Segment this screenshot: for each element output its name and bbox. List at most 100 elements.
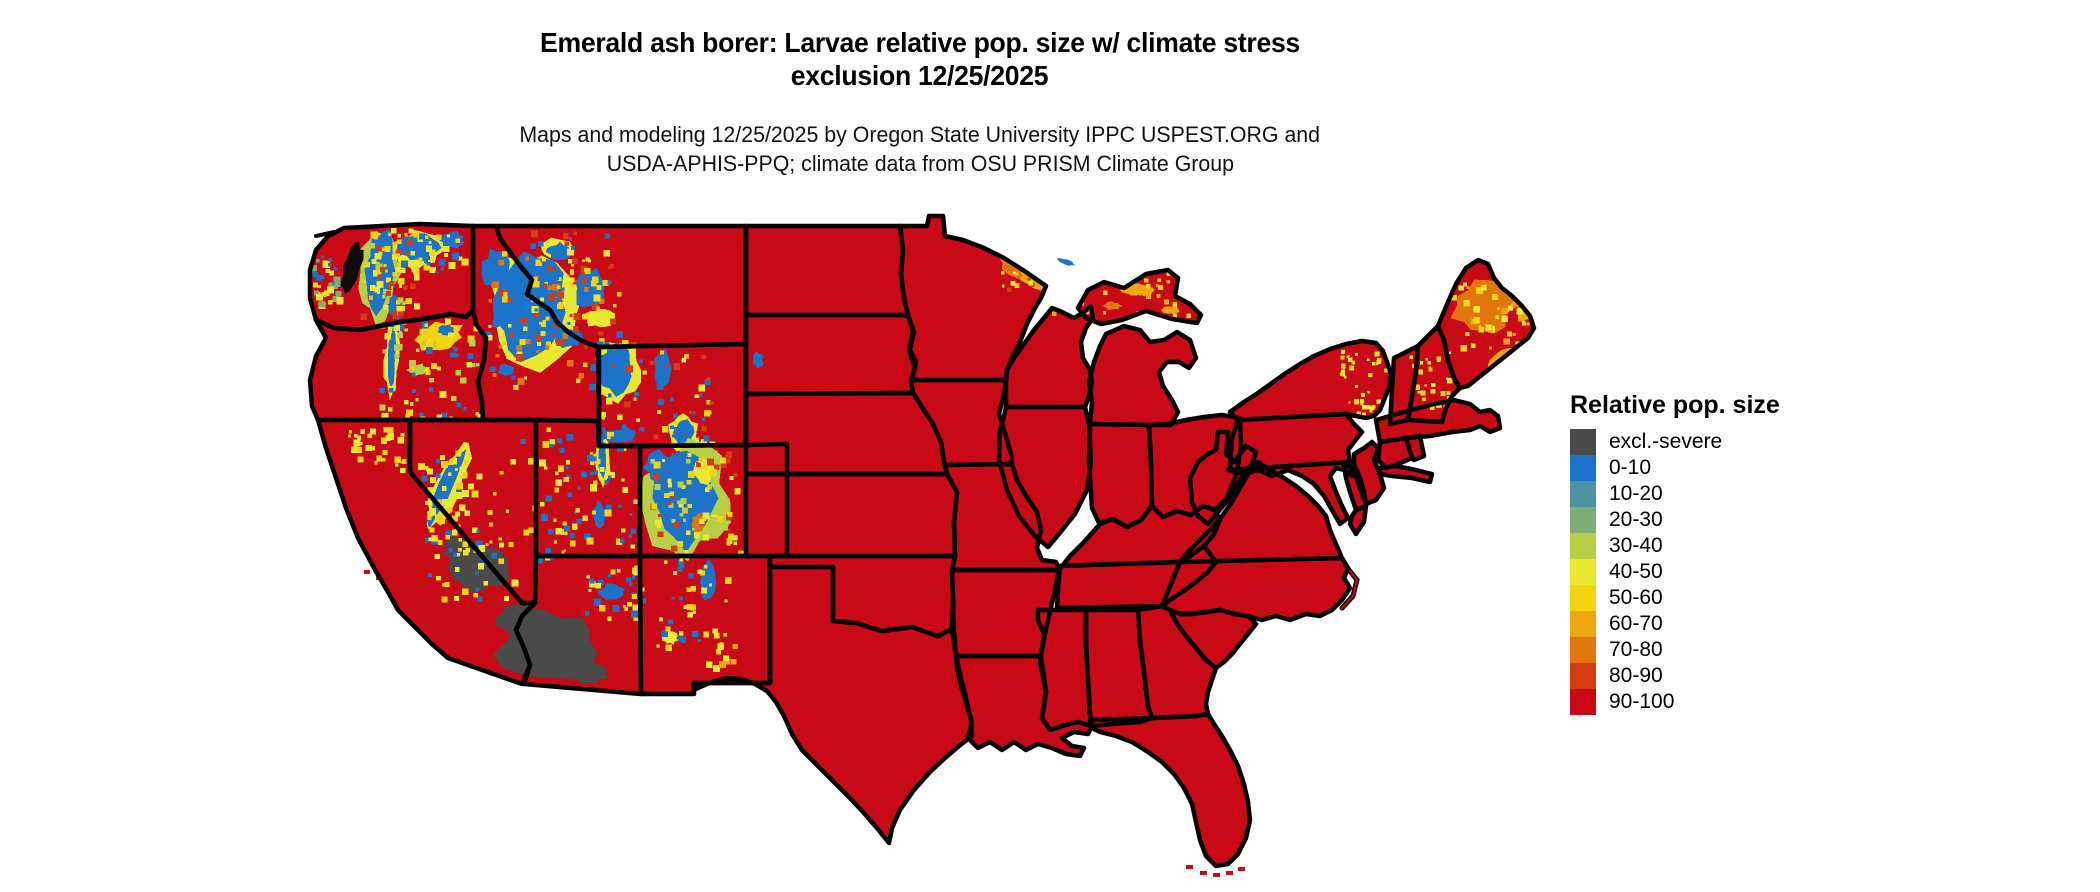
map-speckle <box>604 233 610 239</box>
map-speckle <box>492 373 497 378</box>
legend-title: Relative pop. size <box>1570 391 1780 419</box>
map-speckle <box>699 393 703 397</box>
map-speckle <box>1492 293 1498 300</box>
state-north-dakota <box>746 226 908 315</box>
map-speckle <box>438 516 445 524</box>
map-speckle <box>569 313 573 317</box>
map-speckle <box>709 583 713 587</box>
state-minnesota <box>900 216 1046 380</box>
map-speckle <box>582 278 587 284</box>
map-speckle <box>1360 402 1364 406</box>
map-speckle <box>509 332 514 338</box>
legend-rows: excl.-severe 0-10 10-20 20-30 30-40 40-50 50-6… <box>1570 429 1780 715</box>
map-speckle <box>1483 284 1487 288</box>
map-speckle <box>546 427 552 433</box>
map-speckle <box>1522 312 1530 320</box>
map-speckle <box>557 465 565 473</box>
map-speckle <box>454 329 458 333</box>
map-speckle <box>321 292 325 296</box>
map-speckle <box>608 471 615 479</box>
map-speckle <box>1521 321 1526 326</box>
map-speckle <box>542 268 547 273</box>
map-speckle <box>699 533 707 541</box>
legend-item-40-50: 40-50 <box>1570 559 1780 585</box>
map-speckle <box>393 324 400 331</box>
map-speckle <box>397 297 404 304</box>
map-speckle <box>655 519 662 526</box>
map-speckle <box>379 387 386 394</box>
map-speckle <box>607 616 612 621</box>
state-border-florida <box>1087 711 1253 869</box>
florida-key <box>1238 867 1245 871</box>
map-speckle <box>492 281 500 289</box>
map-speckle <box>626 577 632 583</box>
map-speckle <box>448 261 456 269</box>
map-speckle <box>551 344 559 351</box>
map-speckle <box>533 277 538 282</box>
map-speckle <box>1470 343 1476 348</box>
map-speckle <box>489 540 493 544</box>
map-speckle <box>561 287 565 292</box>
map-speckle <box>1409 355 1414 359</box>
map-speckle <box>667 501 672 506</box>
map-speckle <box>589 578 595 584</box>
map-speckle <box>1495 315 1499 319</box>
map-speckle <box>533 363 540 370</box>
map-speckle <box>660 350 664 355</box>
map-speckle <box>392 271 397 277</box>
map-speckle <box>397 437 405 444</box>
map-speckle <box>633 571 638 576</box>
map-speckle <box>463 406 468 411</box>
map-speckle <box>694 394 699 399</box>
map-patch <box>438 231 465 249</box>
map-speckle <box>726 538 733 544</box>
map-speckle <box>475 411 479 416</box>
map-speckle <box>540 501 545 507</box>
map-speckle <box>1478 325 1482 329</box>
map-speckle <box>451 252 459 260</box>
map-speckle <box>575 378 581 384</box>
map-speckle <box>455 468 459 472</box>
map-speckle <box>533 313 539 319</box>
map-speckle <box>733 473 738 477</box>
map-speckle <box>555 479 563 486</box>
state-borders <box>307 213 1537 869</box>
map-speckle <box>633 499 638 504</box>
map-speckle <box>549 444 554 448</box>
map-patch <box>592 500 606 529</box>
map-speckle <box>381 437 388 444</box>
map-speckle <box>313 272 319 277</box>
map-speckle <box>677 635 684 642</box>
map-speckle <box>493 492 497 496</box>
florida-key <box>1226 871 1233 875</box>
map-speckle <box>370 446 375 451</box>
map-speckle <box>658 617 663 622</box>
map-speckle <box>559 448 565 454</box>
map-speckle <box>441 499 448 506</box>
map-speckle <box>405 251 409 255</box>
map-speckle <box>1062 294 1066 297</box>
map-speckle <box>383 289 389 295</box>
map-speckle <box>353 439 361 447</box>
map-speckle <box>376 455 383 462</box>
map-speckle <box>370 428 377 435</box>
map-speckle <box>431 535 439 542</box>
map-speckle <box>715 649 721 655</box>
map-speckle <box>369 285 376 291</box>
map-speckle <box>1027 277 1031 281</box>
map-patch <box>1450 279 1518 334</box>
map-speckle <box>702 417 706 422</box>
map-speckle <box>1149 315 1153 319</box>
map-speckle <box>406 409 413 417</box>
map-speckle <box>315 275 322 281</box>
map-speckle <box>1032 261 1036 265</box>
map-speckle <box>384 269 388 273</box>
state-oklahoma <box>770 556 955 636</box>
map-speckle <box>731 659 737 665</box>
map-speckle <box>467 335 475 343</box>
map-speckle <box>589 581 596 588</box>
map-speckle <box>455 370 461 376</box>
map-speckle <box>581 274 585 278</box>
map-speckle <box>584 533 591 541</box>
map-speckle <box>1475 287 1483 295</box>
